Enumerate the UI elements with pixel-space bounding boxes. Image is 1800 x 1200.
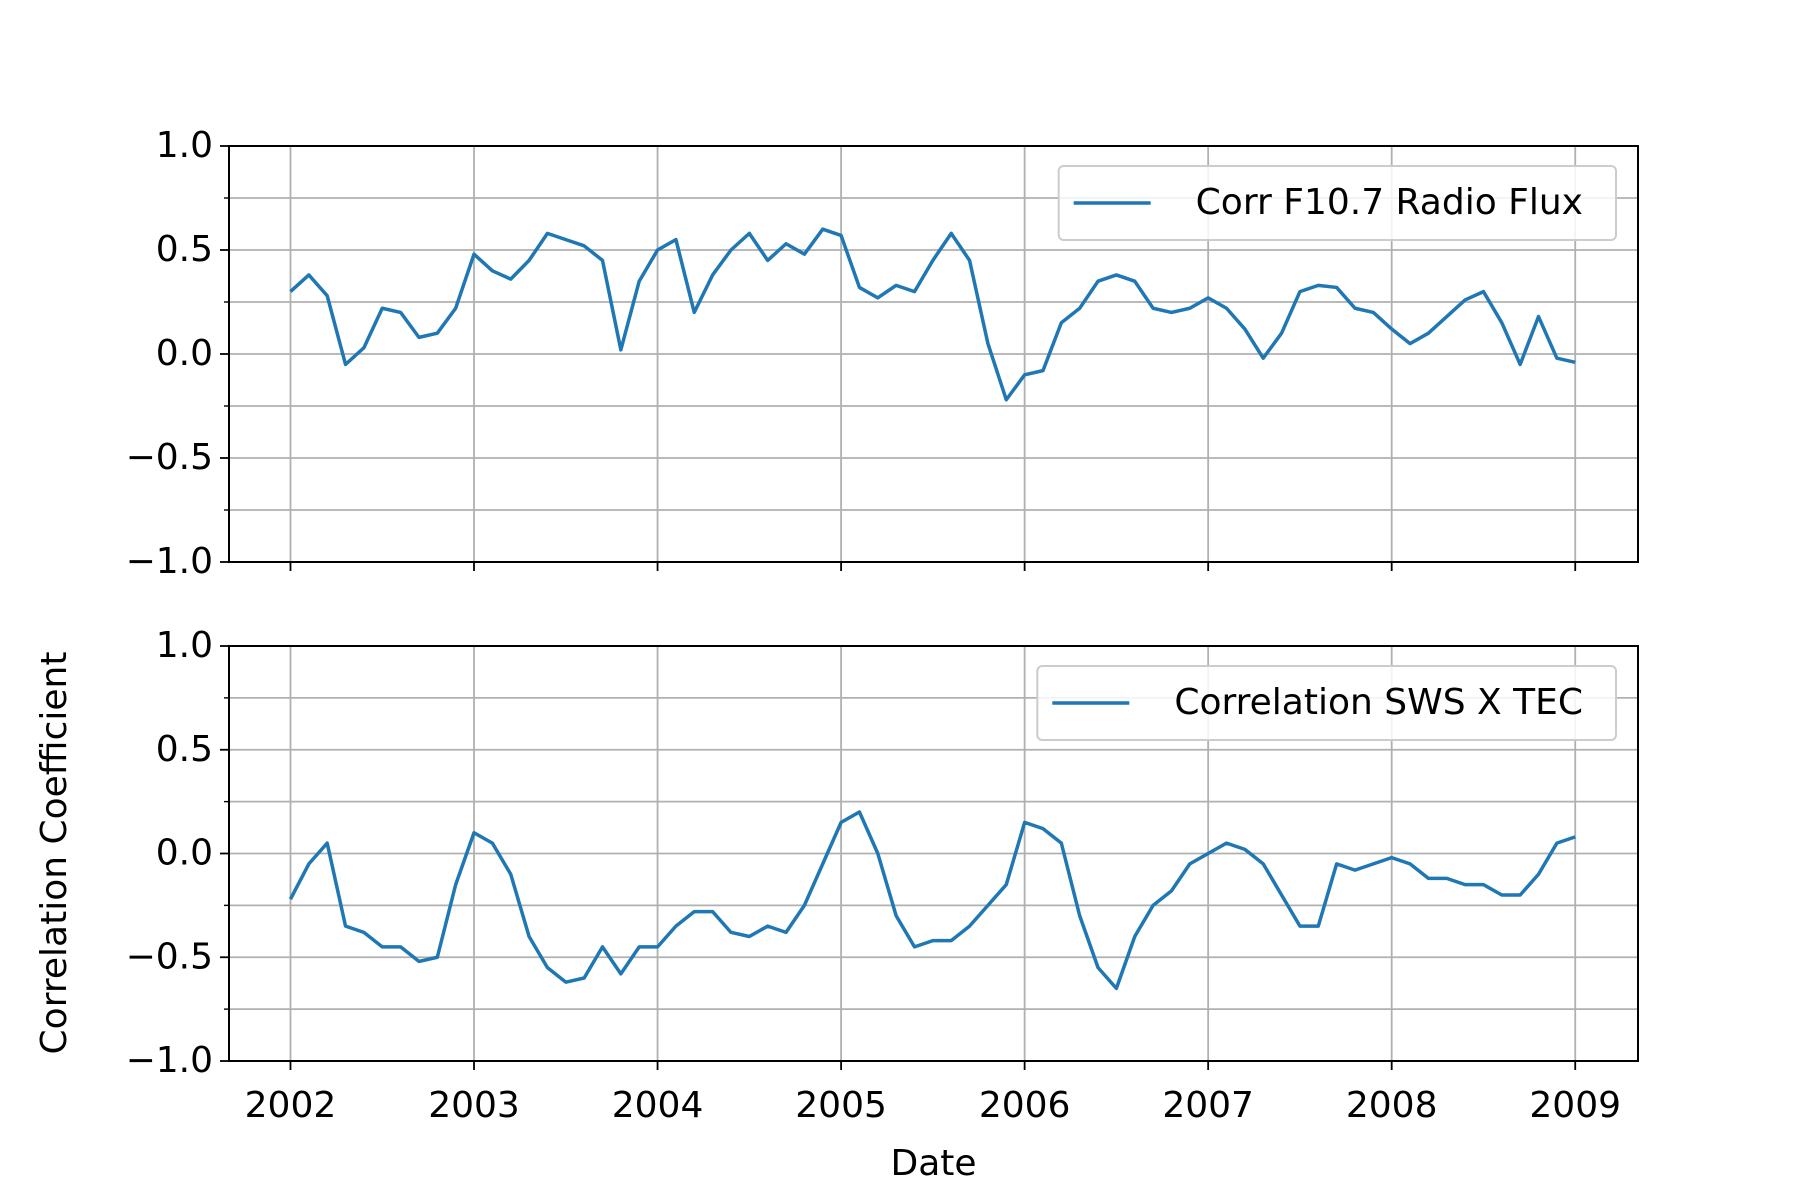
y-tick-label: 1.0: [156, 125, 213, 166]
data-line: [288, 810, 1576, 991]
axes-frame: [228, 145, 1639, 563]
legend: Corr F10.7 Radio Flux: [1057, 165, 1617, 241]
data-line: [289, 227, 1576, 402]
y-axis-label: Correlation Coefficient: [34, 652, 75, 1055]
x-tick-label: 2003: [428, 1085, 520, 1126]
y-tick-label: 0.5: [156, 729, 213, 770]
y-tick-label: 1.0: [156, 625, 213, 666]
x-tick-label: 2009: [1529, 1085, 1621, 1126]
x-tick-label: 2005: [795, 1085, 887, 1126]
y-tick-label: 0.0: [156, 833, 213, 874]
x-tick-label: 2008: [1346, 1085, 1438, 1126]
legend-box: [1036, 665, 1617, 741]
y-tick-label: −0.5: [126, 936, 213, 977]
x-tick-label: 2006: [979, 1085, 1071, 1126]
y-tick-label: −1.0: [126, 541, 213, 582]
axes: 2002 2003 2004 2005 2006 2007 2008 2009 −1.0 −0.5…: [126, 625, 1639, 1126]
y-tick-label: 0.0: [156, 333, 213, 374]
x-tick-label: 2004: [612, 1085, 704, 1126]
legend-box: [1057, 165, 1617, 241]
x-axis-label: Date: [890, 1143, 976, 1184]
legend-label: Correlation SWS X TEC: [1174, 682, 1583, 723]
x-tick-label: 2007: [1162, 1085, 1254, 1126]
legend-label: Corr F10.7 Radio Flux: [1196, 182, 1583, 223]
x-tick-label: 2002: [245, 1085, 337, 1126]
y-tick-label: 0.5: [156, 229, 213, 270]
y-tick-label: −1.0: [126, 1040, 213, 1081]
axes-frame: [228, 645, 1639, 1062]
legend: Correlation SWS X TEC: [1036, 665, 1617, 741]
y-tick-label: −0.5: [126, 437, 213, 478]
